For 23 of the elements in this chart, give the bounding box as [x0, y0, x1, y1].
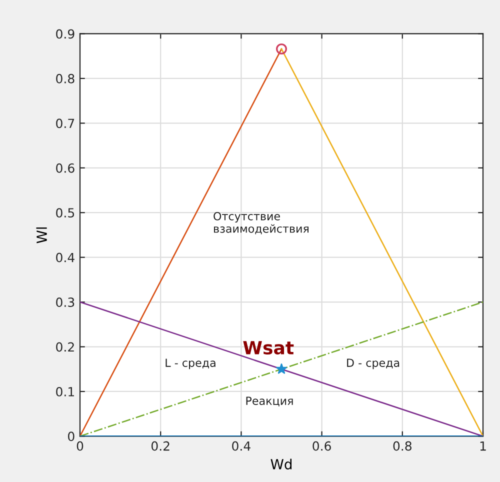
- x-axis-title: Wd: [270, 458, 292, 470]
- x-tick-label: 0.2: [151, 441, 170, 451]
- y-tick-label: 0.5: [56, 208, 74, 218]
- y-tick-label: 0.8: [56, 74, 74, 84]
- y-tick-label: 0.6: [56, 163, 74, 173]
- x-tick-label: 0.6: [312, 441, 331, 451]
- annotation: Wsat: [243, 341, 294, 355]
- annotation: Отсутствие взаимодействия: [214, 212, 308, 234]
- x-tick-label: 1: [480, 441, 486, 451]
- y-tick-label: 0: [68, 432, 74, 442]
- y-tick-label: 0.2: [56, 342, 74, 352]
- annotation: L - среда: [166, 358, 216, 370]
- x-tick-label: 0: [76, 441, 84, 451]
- y-tick-label: 0.1: [56, 386, 74, 396]
- y-axis-title: Wl: [36, 227, 47, 244]
- y-tick-label: 0.4: [56, 252, 74, 262]
- x-tick-label: 0.8: [393, 441, 412, 451]
- annotation: Реакция: [246, 396, 293, 406]
- annotation: D - среда: [347, 358, 400, 370]
- y-tick-label: 0.7: [56, 118, 74, 128]
- y-tick-label: 0.3: [56, 298, 74, 307]
- x-tick-label: 0.4: [232, 441, 250, 451]
- y-tick-label: 0.9: [56, 29, 74, 39]
